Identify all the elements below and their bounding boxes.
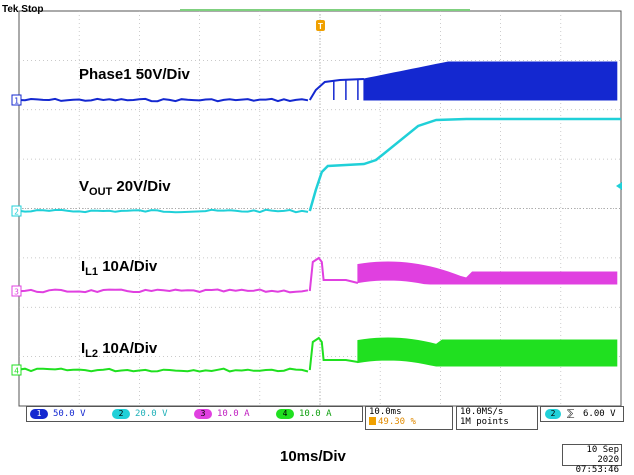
status-label: Tek Stop xyxy=(2,4,43,15)
graticule xyxy=(19,11,621,406)
ch3-badge[interactable]: 3 xyxy=(194,409,212,419)
waveforms xyxy=(18,61,621,373)
time-per-div-label: 10ms/Div xyxy=(280,448,346,465)
ch2-scale: 20.0 V xyxy=(135,409,168,419)
date-time: 07:53:46 xyxy=(575,465,619,475)
ch3-scale: 10.0 A xyxy=(217,409,250,419)
trace-ch4 xyxy=(18,367,309,373)
timebase-box[interactable]: 10.0ms 49.30 % xyxy=(365,406,453,430)
channel-scale-bar: 1 50.0 V 2 20.0 V 3 10.0 A 4 10.0 A xyxy=(26,406,363,422)
acquisition-box[interactable]: 10.0MS/s 1M points xyxy=(456,406,538,430)
il2-label: IL2 10A/Div xyxy=(81,340,158,360)
trigger-level: 6.00 V xyxy=(583,409,616,419)
ch3-ground-marker: 3 xyxy=(11,285,22,297)
trigger-level-marker xyxy=(616,182,622,190)
trace-ch4-envelope xyxy=(357,337,618,367)
rising-edge-icon: ⅀ xyxy=(567,409,575,419)
svg-text:T: T xyxy=(318,22,323,31)
trigger-box[interactable]: 2 ⅀ 6.00 V xyxy=(540,406,624,422)
trace-ch3-envelope xyxy=(357,261,618,285)
trace-ch2 xyxy=(18,208,309,214)
trigger-marker: T xyxy=(316,20,325,31)
ch1-ground-marker-label: 1 xyxy=(14,97,19,106)
trigger-channel-badge: 2 xyxy=(545,409,561,419)
ch4-badge[interactable]: 4 xyxy=(276,409,294,419)
sample-rate: 10.0MS/s xyxy=(460,407,504,417)
channel-markers: 1 2 3 4 xyxy=(11,94,622,376)
date-box: 10 Sep 2020 07:53:46 xyxy=(562,444,622,475)
phase1-label: Phase1 50V/Div xyxy=(79,66,190,83)
ch2-ground-marker: 2 xyxy=(11,205,22,217)
trigger-position: 49.30 % xyxy=(366,417,452,427)
ch3-ground-marker-label: 3 xyxy=(14,288,19,297)
date-day: 10 Sep 2020 xyxy=(586,445,619,465)
vout-label: VOUT 20V/Div xyxy=(79,178,171,198)
trigger-position-icon xyxy=(369,417,376,425)
trace-ch4-inrush xyxy=(308,336,359,371)
trace-ch1 xyxy=(18,97,309,103)
ch2-badge[interactable]: 2 xyxy=(112,409,130,419)
trace-ch3 xyxy=(18,288,309,294)
trace-ch1-ramp xyxy=(308,78,364,101)
ch1-scale: 50.0 V xyxy=(53,409,86,419)
il1-label: IL1 10A/Div xyxy=(81,258,158,278)
ch4-ground-marker-label: 4 xyxy=(14,367,19,376)
record-length: 1M points xyxy=(460,417,509,427)
trace-ch1-envelope xyxy=(363,61,618,101)
timebase-value: 10.0ms xyxy=(369,407,402,417)
ch4-scale: 10.0 A xyxy=(299,409,332,419)
trace-ch3-inrush xyxy=(308,256,359,292)
ch1-badge[interactable]: 1 xyxy=(30,409,48,419)
ch4-ground-marker: 4 xyxy=(11,364,22,376)
trace-ch2-ramp xyxy=(308,117,621,212)
ch2-ground-marker-label: 2 xyxy=(14,208,19,217)
ch1-ground-marker: 1 xyxy=(11,94,22,106)
